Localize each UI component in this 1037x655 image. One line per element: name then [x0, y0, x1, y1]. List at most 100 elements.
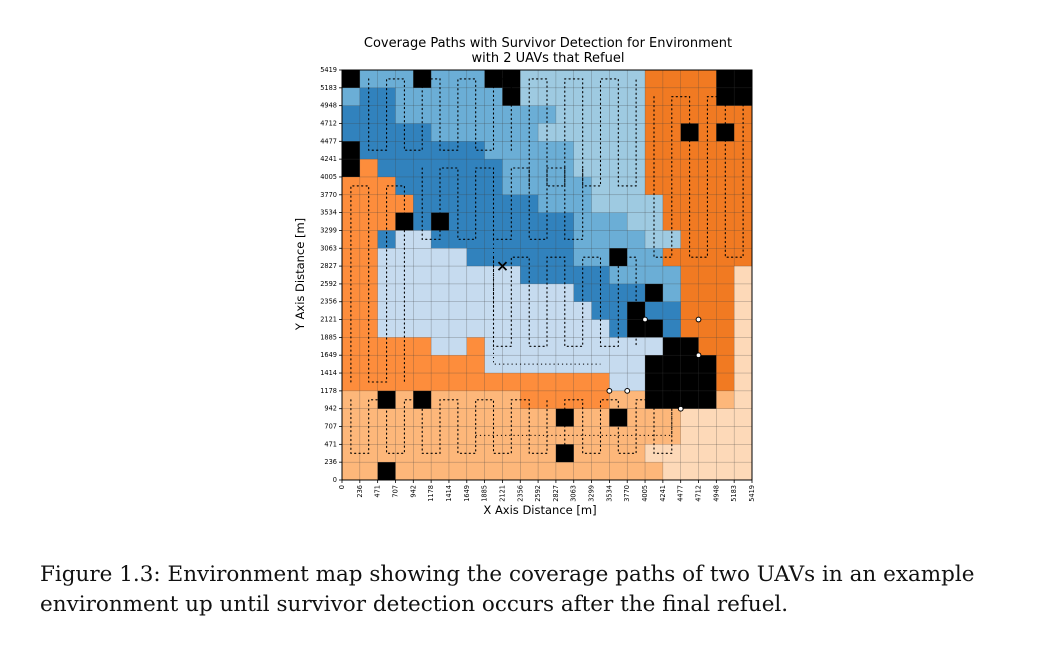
coverage-cell	[466, 462, 486, 481]
coverage-cell	[413, 266, 432, 285]
coverage-cell	[627, 283, 646, 303]
y-tick-label: 3770	[320, 191, 337, 199]
coverage-cell	[466, 283, 486, 303]
coverage-cell	[502, 283, 521, 303]
coverage-cell	[698, 426, 717, 445]
coverage-cell	[484, 105, 503, 124]
figure: Coverage Paths with Survivor Detection f…	[293, 36, 756, 517]
coverage-cell	[662, 319, 682, 338]
coverage-cell	[662, 230, 682, 249]
y-tick-label: 4477	[320, 137, 337, 145]
coverage-cell	[680, 426, 699, 445]
coverage-path-3	[421, 167, 584, 240]
coverage-cell	[520, 212, 539, 231]
chart-title-line-1: Coverage Paths with Survivor Detection f…	[363, 36, 733, 51]
coverage-cell	[395, 87, 414, 107]
coverage-cell	[591, 355, 610, 374]
coverage-cell	[448, 266, 468, 285]
obstacle-cell	[645, 283, 664, 303]
coverage-cell	[538, 230, 557, 249]
coverage-cell	[645, 212, 664, 231]
coverage-cell	[662, 194, 682, 214]
coverage-cell	[555, 319, 575, 338]
obstacle-cell	[342, 141, 361, 160]
coverage-path-5	[350, 185, 405, 383]
y-tick-label: 471	[324, 440, 337, 448]
coverage-cell	[448, 426, 468, 445]
coverage-cell	[413, 105, 432, 124]
coverage-cell	[466, 70, 486, 89]
coverage-cell	[627, 462, 646, 481]
coverage-cell	[538, 462, 557, 481]
map-cells	[342, 70, 753, 481]
coverage-cell	[662, 283, 682, 303]
coverage-cell	[698, 230, 717, 249]
coverage-cell	[466, 123, 486, 142]
coverage-cell	[359, 194, 379, 214]
obstacle-cell	[662, 373, 682, 392]
coverage-cell	[448, 337, 468, 356]
coverage-cell	[716, 301, 735, 320]
coverage-cell	[377, 248, 396, 267]
obstacle-cell	[645, 373, 664, 392]
coverage-cell	[716, 319, 735, 338]
coverage-cell	[342, 194, 361, 214]
coverage-cell	[591, 212, 610, 231]
coverage-cell	[627, 373, 646, 392]
coverage-cell	[448, 194, 468, 214]
coverage-cell	[591, 141, 610, 160]
y-tick-label: 5183	[320, 84, 337, 92]
coverage-cell	[448, 444, 468, 463]
coverage-cell	[377, 283, 396, 303]
obstacle-cell	[377, 462, 396, 481]
coverage-cell	[716, 373, 735, 392]
x-tick-label: 5183	[730, 485, 738, 502]
coverage-cell	[698, 141, 717, 160]
x-tick-label: 4712	[695, 485, 703, 502]
coverage-cell	[591, 390, 610, 410]
coverage-cell	[377, 176, 396, 196]
coverage-cell	[609, 230, 628, 249]
coverage-cell	[448, 248, 468, 267]
coverage-cell	[466, 408, 486, 427]
coverage-cell	[377, 159, 396, 178]
obstacle-cell	[698, 390, 717, 410]
coverage-cell	[645, 462, 664, 481]
x-tick-label: 2121	[498, 485, 506, 502]
coverage-cell	[377, 444, 396, 463]
coverage-cell	[734, 444, 753, 463]
y-tick-label: 2121	[320, 316, 337, 324]
x-tick-label: 4948	[712, 485, 720, 502]
coverage-cell	[662, 159, 682, 178]
coverage-cell	[466, 248, 486, 267]
coverage-cell	[698, 283, 717, 303]
y-tick-label: 4241	[320, 155, 337, 163]
x-tick-label: 1649	[463, 485, 471, 502]
coverage-cell	[627, 70, 646, 89]
x-tick-label: 1178	[427, 485, 435, 502]
refuel-marker	[624, 387, 631, 394]
y-tick-label: 942	[324, 405, 337, 413]
coverage-cell	[377, 212, 396, 231]
coverage-cell	[591, 373, 610, 392]
coverage-path-6	[492, 256, 637, 347]
coverage-cell	[680, 408, 699, 427]
coverage-cell	[698, 301, 717, 320]
coverage-cell	[413, 355, 432, 374]
coverage-cell	[698, 70, 717, 89]
obstacle-cell	[680, 355, 699, 374]
x-tick-label: 3299	[588, 485, 596, 502]
coverage-cell	[431, 462, 450, 481]
coverage-cell	[698, 337, 717, 356]
coverage-cell	[466, 355, 486, 374]
y-tick-label: 2356	[320, 298, 337, 306]
coverage-cell	[538, 355, 557, 374]
coverage-cell	[520, 248, 539, 267]
x-tick-label: 2356	[516, 485, 524, 502]
x-tick-label: 5419	[748, 485, 756, 502]
coverage-cell	[680, 230, 699, 249]
y-tick-label: 1414	[320, 369, 337, 377]
coverage-cell	[573, 373, 592, 392]
coverage-cell	[662, 141, 682, 160]
coverage-cell	[573, 283, 592, 303]
